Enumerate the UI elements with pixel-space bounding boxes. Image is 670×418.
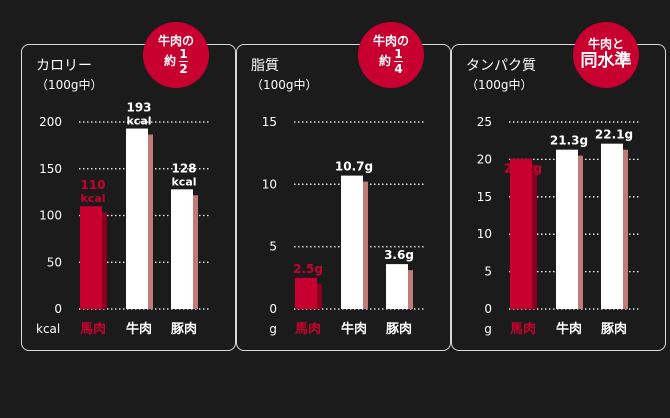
- badge-line1: 牛肉の: [372, 33, 409, 48]
- bar-shadow: [577, 155, 583, 309]
- bar: [171, 189, 193, 309]
- axis-unit-label: kcal: [36, 322, 60, 336]
- data-label: 128: [171, 161, 196, 175]
- badge-fraction-line: 約 1 4: [379, 48, 403, 75]
- y-tick-label: 100: [39, 209, 62, 223]
- panel-unit-line: （100g中）: [251, 78, 318, 92]
- bar: [386, 264, 408, 309]
- fraction-bar: [394, 61, 403, 63]
- y-tick-label: 15: [262, 115, 277, 129]
- bar-shadow: [101, 212, 107, 309]
- badge-numerator: 1: [179, 47, 188, 62]
- x-category-label: 牛肉: [556, 321, 582, 337]
- bar-shadow: [147, 134, 153, 309]
- bar-shadow: [316, 283, 322, 309]
- x-category-label: 馬肉: [80, 321, 106, 337]
- x-category-label: 牛肉: [126, 321, 152, 337]
- bar-shadow: [407, 270, 413, 309]
- badge-numerator: 1: [394, 47, 403, 62]
- panel-title: カロリー: [36, 58, 92, 74]
- panel-unit-line: （100g中）: [36, 78, 103, 92]
- badge-line1: 牛肉の: [157, 33, 194, 48]
- bar: [80, 206, 102, 309]
- bar: [295, 277, 317, 309]
- bar-shadow: [192, 195, 198, 309]
- calorie-badge: 牛肉の 約 1 2: [143, 22, 209, 88]
- y-tick-label: 200: [39, 115, 62, 129]
- panel-unit-line: （100g中）: [466, 78, 533, 92]
- x-category-label: 豚肉: [386, 321, 412, 337]
- protein-panel: タンパク質 （100g中） 0 5 10 15 20 25 20.1g 馬肉 21.3g 牛肉 22…: [451, 44, 666, 351]
- badge-fraction-line: 約 1 2: [164, 48, 188, 75]
- protein-chart: 0 5 10 15 20 25 20.1g 馬肉 21.3g 牛肉 22.1g 豚肉 g: [477, 115, 640, 337]
- bar: [601, 143, 623, 309]
- badge-prefix: 約: [378, 53, 391, 68]
- badge-denominator: 2: [179, 62, 188, 77]
- fat-badge: 牛肉の 約 1 4: [358, 22, 424, 88]
- bar: [341, 175, 363, 309]
- data-label: 3.6g: [384, 248, 414, 262]
- y-tick-label: 0: [269, 302, 277, 316]
- y-tick-label: 25: [477, 115, 492, 129]
- data-label: 22.1g: [595, 128, 633, 142]
- badge-fraction: 1 4: [394, 48, 403, 75]
- y-tick-label: 20: [477, 152, 492, 166]
- y-tick-label: 15: [477, 190, 492, 204]
- y-tick-label: 0: [484, 302, 492, 316]
- data-label: 193: [126, 101, 151, 115]
- data-label: 10.7g: [335, 160, 373, 174]
- data-label: 20.1g: [504, 162, 542, 176]
- badge-denominator: 4: [394, 62, 403, 77]
- bar: [556, 149, 578, 309]
- bar: [126, 128, 148, 309]
- y-tick-label: 10: [262, 177, 277, 191]
- data-label-unit: kcal: [171, 175, 196, 188]
- calorie-chart: 050100150200110kcal馬肉193kcal牛肉128kcal豚肉k…: [36, 101, 210, 337]
- badge-fraction: 1 2: [179, 48, 188, 75]
- fat-panel: 脂質 （100g中） 0 5 10 15 2.5g 馬肉 10.7g 牛肉 3.6g 豚肉 g: [236, 44, 451, 351]
- y-tick-label: 0: [54, 302, 62, 316]
- data-label-unit: kcal: [80, 192, 105, 205]
- data-label: 2.5g: [293, 262, 323, 276]
- y-tick-label: 10: [477, 227, 492, 241]
- y-tick-label: 150: [39, 162, 62, 176]
- badge-line1: 牛肉と: [587, 37, 624, 52]
- x-category-label: 牛肉: [341, 321, 367, 337]
- fat-chart: 0 5 10 15 2.5g 馬肉 10.7g 牛肉 3.6g 豚肉 g: [262, 115, 425, 337]
- axis-unit-label: g: [269, 322, 277, 336]
- bar-shadow: [531, 164, 537, 309]
- bar: [510, 158, 532, 309]
- x-category-label: 豚肉: [601, 321, 627, 337]
- badge-line2: 同水準: [580, 51, 632, 72]
- badge-prefix: 約: [163, 53, 176, 68]
- x-category-label: 馬肉: [295, 321, 321, 337]
- data-label: 21.3g: [550, 134, 588, 148]
- bar-shadow: [622, 149, 628, 309]
- data-label: 110: [80, 178, 105, 192]
- calorie-panel: カロリー （100g中） 0 50 100 150 200 110 kcal 馬肉 193 kca…: [21, 44, 236, 351]
- data-label-unit: kcal: [126, 115, 151, 128]
- protein-badge: 牛肉と 同水準: [573, 22, 639, 88]
- y-tick-label: 5: [484, 265, 492, 279]
- y-tick-label: 5: [269, 240, 277, 254]
- panel-title: 脂質: [251, 58, 279, 74]
- x-category-label: 豚肉: [171, 321, 197, 337]
- y-tick-label: 50: [47, 255, 62, 269]
- fraction-bar: [179, 61, 188, 63]
- x-category-label: 馬肉: [510, 321, 536, 337]
- bar-shadow: [362, 181, 368, 309]
- axis-unit-label: g: [484, 322, 492, 336]
- panel-title: タンパク質: [466, 58, 536, 74]
